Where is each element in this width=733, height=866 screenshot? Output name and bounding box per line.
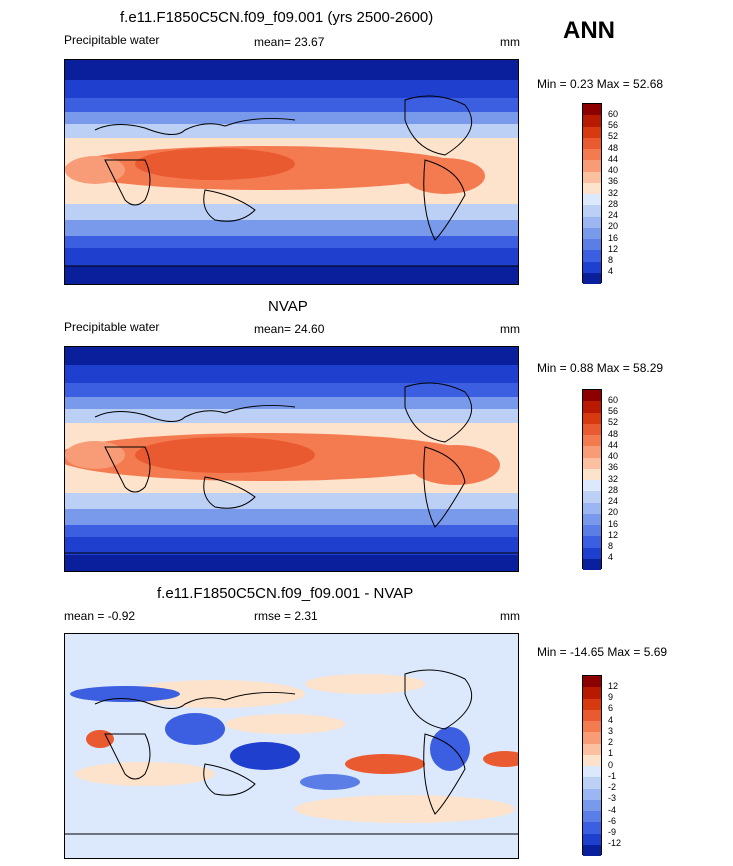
colorbar-diff-tick: -4 — [608, 805, 617, 815]
colorbar-obs-tick: 60 — [608, 395, 619, 405]
colorbar-obs-tick: 32 — [608, 474, 619, 484]
colorbar-model-tick: 20 — [608, 221, 619, 231]
colorbar-obs-tick: 4 — [608, 552, 614, 562]
colorbar-model-tick: 44 — [608, 154, 619, 164]
colorbar-diff — [582, 675, 602, 856]
colorbar-diff-tick: 0 — [608, 760, 614, 770]
panel-obs-units: mm — [500, 322, 520, 336]
colorbar-model-tick: 8 — [608, 255, 614, 265]
colorbar-diff-tick: 3 — [608, 726, 614, 736]
map-diff-graphic — [65, 634, 518, 858]
colorbar-model-tick: 28 — [608, 199, 619, 209]
colorbar-obs-tick: 12 — [608, 530, 619, 540]
colorbar-diff-tick: -1 — [608, 771, 617, 781]
colorbar-obs-tick: 36 — [608, 462, 619, 472]
colorbar-obs-tick: 44 — [608, 440, 619, 450]
panel-diff-minmax: Min = -14.65 Max = 5.69 — [537, 645, 668, 659]
colorbar-model-tick: 16 — [608, 233, 619, 243]
panel-diff-title: f.e11.F1850C5CN.f09_f09.001 - NVAP — [157, 585, 414, 602]
panel-obs-mean: mean= 24.60 — [254, 322, 325, 336]
map-model — [64, 59, 519, 285]
colorbar-obs-tick: 24 — [608, 496, 619, 506]
colorbar-obs-tick: 16 — [608, 519, 619, 529]
colorbar-obs-tick: 52 — [608, 417, 619, 427]
colorbar-model-tick: 56 — [608, 120, 619, 130]
colorbar-model — [582, 103, 602, 284]
panel-model-left-label: Precipitable water — [64, 33, 160, 47]
colorbar-diff-tick: 1 — [608, 748, 614, 758]
colorbar-obs-tick: 28 — [608, 485, 619, 495]
colorbar-model-tick: 48 — [608, 143, 619, 153]
panel-obs-title: NVAP — [268, 298, 308, 315]
colorbar-obs-tick: 8 — [608, 541, 614, 551]
panel-model-minmax: Min = 0.23 Max = 52.68 — [537, 77, 664, 91]
figure-title: f.e11.F1850C5CN.f09_f09.001 (yrs 2500-26… — [120, 9, 434, 26]
colorbar-model-tick: 24 — [608, 210, 619, 220]
map-obs — [64, 346, 519, 572]
colorbar-diff-tick: -9 — [608, 827, 617, 837]
panel-diff-rmse: rmse = 2.31 — [254, 609, 318, 623]
colorbar-diff-tick: -12 — [608, 838, 622, 848]
panel-model-mean: mean= 23.67 — [254, 35, 325, 49]
colorbar-diff-tick: 9 — [608, 692, 614, 702]
panel-obs-left-label: Precipitable water — [64, 320, 160, 334]
colorbar-diff-tick: 2 — [608, 737, 614, 747]
season-label: ANN — [563, 17, 615, 44]
colorbar-diff-tick: 4 — [608, 715, 614, 725]
colorbar-obs-tick: 20 — [608, 507, 619, 517]
colorbar-diff-tick: 12 — [608, 681, 619, 691]
map-model-graphic — [65, 60, 518, 284]
colorbar-obs — [582, 389, 602, 570]
colorbar-obs-tick: 56 — [608, 406, 619, 416]
colorbar-model-tick: 36 — [608, 176, 619, 186]
colorbar-diff-tick: 6 — [608, 703, 614, 713]
colorbar-obs-tick: 48 — [608, 429, 619, 439]
panel-obs-minmax: Min = 0.88 Max = 58.29 — [537, 361, 664, 375]
colorbar-obs-tick: 40 — [608, 451, 619, 461]
colorbar-model-tick: 52 — [608, 131, 619, 141]
colorbar-diff-tick: -3 — [608, 793, 617, 803]
colorbar-model-tick: 60 — [608, 109, 619, 119]
colorbar-model-tick: 40 — [608, 165, 619, 175]
panel-diff-mean: mean = -0.92 — [64, 609, 136, 623]
colorbar-model-tick: 12 — [608, 244, 619, 254]
colorbar-diff-tick: -6 — [608, 816, 617, 826]
colorbar-diff-tick: -2 — [608, 782, 617, 792]
panel-diff-units: mm — [500, 609, 520, 623]
map-diff — [64, 633, 519, 859]
map-obs-graphic — [65, 347, 518, 571]
colorbar-model-tick: 4 — [608, 266, 614, 276]
colorbar-model-tick: 32 — [608, 188, 619, 198]
panel-model-units: mm — [500, 35, 520, 49]
